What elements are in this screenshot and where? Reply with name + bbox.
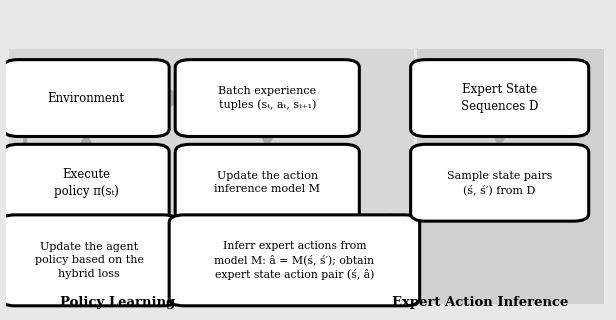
- FancyBboxPatch shape: [411, 144, 589, 221]
- Text: Execute
policy π(sₜ): Execute policy π(sₜ): [54, 168, 119, 198]
- Text: Batch experience
tuples (sₜ, aₜ, sₜ₊₁): Batch experience tuples (sₜ, aₜ, sₜ₊₁): [218, 86, 316, 110]
- FancyBboxPatch shape: [3, 144, 169, 221]
- FancyBboxPatch shape: [416, 49, 604, 304]
- Text: Update the action
inference model M: Update the action inference model M: [214, 171, 320, 194]
- FancyBboxPatch shape: [411, 60, 589, 136]
- Text: Update the agent
policy based on the
hybrid loss: Update the agent policy based on the hyb…: [34, 242, 144, 278]
- Text: Expert State
Sequences D: Expert State Sequences D: [461, 83, 538, 113]
- FancyBboxPatch shape: [3, 60, 169, 136]
- Text: Policy Learning: Policy Learning: [60, 296, 176, 309]
- FancyBboxPatch shape: [9, 49, 414, 304]
- Text: Expert Action Inference: Expert Action Inference: [392, 296, 568, 309]
- FancyBboxPatch shape: [175, 60, 359, 136]
- FancyBboxPatch shape: [169, 215, 419, 306]
- FancyBboxPatch shape: [0, 215, 178, 306]
- Text: Environment: Environment: [47, 92, 124, 105]
- Text: Sample state pairs
(ś, ś′) from D: Sample state pairs (ś, ś′) from D: [447, 171, 553, 195]
- FancyBboxPatch shape: [175, 144, 359, 221]
- Text: Inferr expert actions from
model M: â = M(ś, ś′); obtain
expert state action pai: Inferr expert actions from model M: â = …: [214, 241, 375, 280]
